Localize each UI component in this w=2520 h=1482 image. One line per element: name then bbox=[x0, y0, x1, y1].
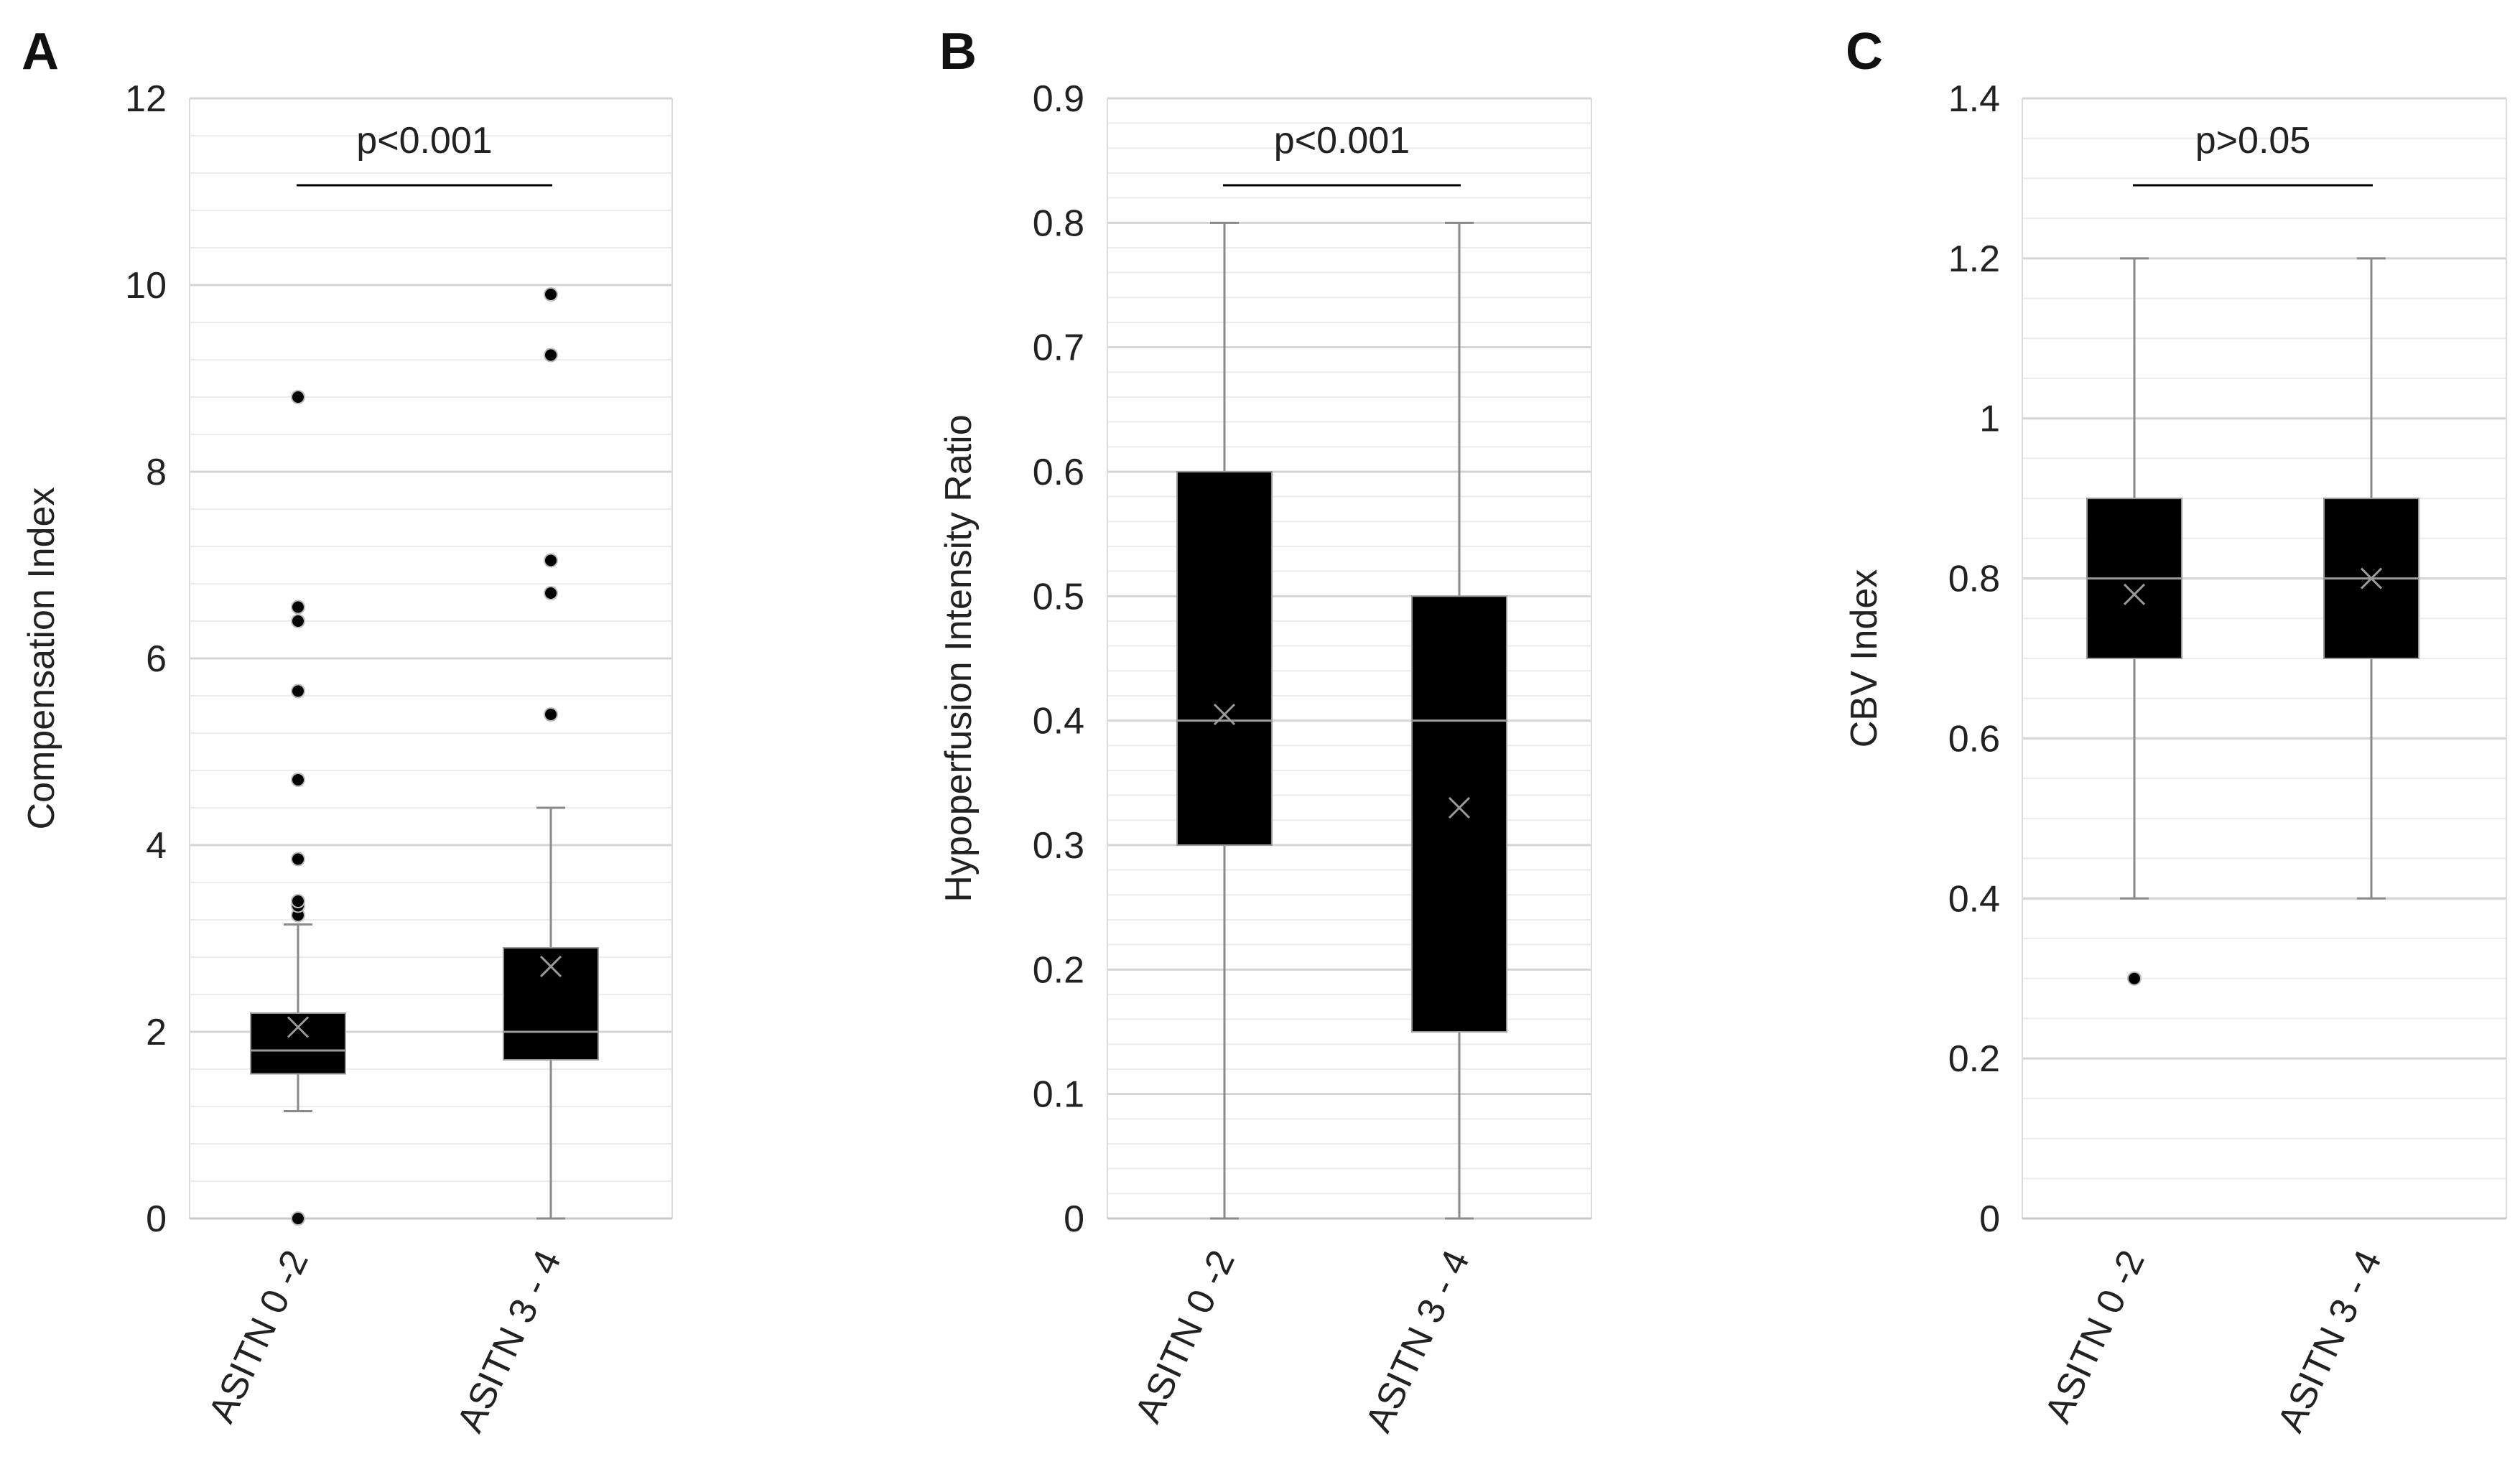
iqr-box bbox=[503, 947, 599, 1061]
x-category-label: ASITN 0 -2 bbox=[2037, 1244, 2153, 1430]
y-tick-label: 12 bbox=[125, 78, 167, 120]
y-tick-label: 0 bbox=[1979, 1198, 2000, 1240]
x-category-label: ASITN 3 - 4 bbox=[1358, 1244, 1478, 1439]
outlier-point bbox=[544, 707, 558, 722]
panel-b: 0 0.1 0.2 0.3 0.4 0.5 0.6 0.7 0.8 0.9 ASITN 0 -2 AS… bbox=[938, 23, 1592, 1439]
outlier-point bbox=[544, 586, 558, 600]
mean-marker bbox=[1448, 796, 1471, 819]
mean-marker bbox=[2123, 583, 2146, 605]
box-2 bbox=[1411, 221, 1507, 1220]
y-tick-label: 6 bbox=[146, 638, 167, 680]
mean-marker bbox=[2360, 567, 2383, 589]
y-tick-label: 0.9 bbox=[1033, 78, 1084, 120]
y-tick-label: 0.5 bbox=[1033, 576, 1084, 618]
box-2 bbox=[2323, 257, 2419, 900]
outlier-point bbox=[291, 852, 305, 867]
y-tick-label: 4 bbox=[146, 825, 167, 867]
iqr-box bbox=[250, 1012, 346, 1075]
x-category-label: ASITN 0 -2 bbox=[1128, 1244, 1243, 1430]
outlier-point bbox=[291, 390, 305, 404]
outlier-point bbox=[291, 894, 305, 908]
y-tick-label: 0.7 bbox=[1033, 327, 1084, 369]
outlier-point bbox=[291, 614, 305, 628]
outlier-point bbox=[2127, 971, 2142, 986]
y-tick-label: 0.4 bbox=[1033, 701, 1084, 742]
y-tick-label: 0 bbox=[146, 1198, 167, 1240]
box-1 bbox=[1176, 221, 1273, 1220]
iqr-box bbox=[1411, 595, 1507, 1033]
x-category-label: ASITN 0 -2 bbox=[201, 1244, 317, 1430]
outlier-point bbox=[544, 348, 558, 363]
outlier-point bbox=[291, 773, 305, 787]
y-tick-label: 0.6 bbox=[1948, 718, 2000, 760]
panel-a: 0 2 4 6 8 10 12 ASITN 0 -2 ASITN 3 - 4 Compensati… bbox=[21, 23, 673, 1439]
mean-marker bbox=[287, 1016, 310, 1038]
p-value-label: p>0.05 bbox=[2195, 120, 2311, 162]
box-1 bbox=[2086, 257, 2182, 986]
y-tick-label: 8 bbox=[146, 452, 167, 493]
y-tick-label: 1 bbox=[1979, 399, 2000, 440]
y-axis-label: Compensation Index bbox=[21, 488, 62, 830]
y-tick-label: 0.6 bbox=[1033, 452, 1084, 493]
y-tick-label: 0.2 bbox=[1033, 949, 1084, 991]
mean-marker bbox=[1213, 703, 1236, 726]
y-axis-label: CBV Index bbox=[1843, 569, 1885, 748]
outlier-point bbox=[544, 553, 558, 568]
mean-marker bbox=[539, 955, 562, 978]
outlier-point bbox=[291, 684, 305, 699]
panel-letter: B bbox=[939, 23, 977, 80]
y-tick-label: 0.4 bbox=[1948, 878, 2000, 920]
y-tick-label: 0.2 bbox=[1948, 1038, 2000, 1080]
outlier-point bbox=[291, 600, 305, 615]
y-tick-label: 2 bbox=[146, 1012, 167, 1053]
y-tick-label: 1.2 bbox=[1948, 238, 2000, 280]
panel-letter: A bbox=[22, 23, 59, 80]
box-1 bbox=[250, 390, 346, 1226]
box-2 bbox=[503, 287, 599, 1220]
y-tick-label: 0.8 bbox=[1948, 559, 2000, 600]
y-axis-label: Hypoperfusion Intensity Ratio bbox=[938, 414, 980, 902]
y-tick-label: 10 bbox=[125, 265, 167, 307]
x-category-label: ASITN 3 - 4 bbox=[2270, 1244, 2390, 1439]
p-value-label: p<0.001 bbox=[356, 120, 492, 162]
iqr-box bbox=[1176, 471, 1273, 846]
y-tick-label: 0.3 bbox=[1033, 825, 1084, 867]
y-tick-label: 1.4 bbox=[1948, 78, 2000, 120]
outlier-point bbox=[544, 287, 558, 302]
y-tick-label: 0.8 bbox=[1033, 202, 1084, 244]
p-value-label: p<0.001 bbox=[1274, 120, 1410, 162]
panel-c: 0 0.2 0.4 0.6 0.8 1 1.2 1.4 ASITN 0 -2 ASITN 3 - … bbox=[1843, 23, 2507, 1439]
panel-letter: C bbox=[1846, 23, 1883, 80]
y-tick-label: 0 bbox=[1064, 1198, 1084, 1240]
x-category-label: ASITN 3 - 4 bbox=[450, 1244, 569, 1439]
y-tick-label: 0.1 bbox=[1033, 1074, 1084, 1116]
outlier-point bbox=[291, 1211, 305, 1226]
